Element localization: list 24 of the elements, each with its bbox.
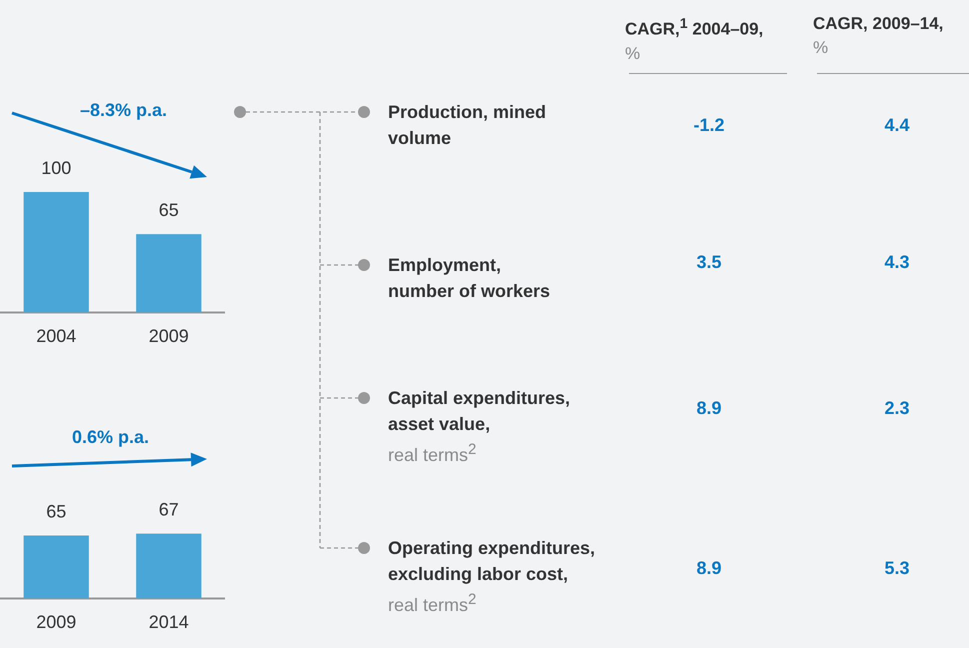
data-label: -1.2 [692, 115, 726, 136]
data-label: 8.9 [695, 398, 723, 419]
data-label: 5.3 [883, 558, 911, 579]
x-tick-label: 2009 [148, 326, 189, 346]
data-label: 4.3 [883, 252, 911, 273]
category-label: Production, mined volume [388, 101, 546, 150]
x-tick-label: 2009 [36, 612, 76, 632]
text: –8.3% p.a. [80, 100, 168, 121]
category-label: Employment, number of workers [388, 254, 550, 303]
data-label: 67 [158, 500, 179, 520]
x-tick-label: 2014 [148, 612, 189, 632]
data-label: 65 [158, 200, 179, 220]
data-label: 2.3 [883, 398, 911, 419]
data-label: 3.5 [695, 252, 723, 273]
category-label: Operating expenditures, excluding labor cost, real terms$^{2}$ [388, 537, 596, 617]
x-tick-label: 2004 [36, 326, 76, 346]
text: CAGR, 2009–14, % [813, 13, 944, 59]
data-label: 100 [41, 158, 72, 178]
data-label: 8.9 [695, 558, 723, 579]
text: 0.6% p.a. [72, 427, 150, 448]
data-label: 65 [46, 501, 66, 522]
data-label: 4.4 [883, 115, 911, 136]
text: CAGR,$^{1}$ 2004–09, % [625, 16, 764, 63]
category-label: Capital expenditures, asset value, real terms$^{2}$ [388, 387, 570, 467]
